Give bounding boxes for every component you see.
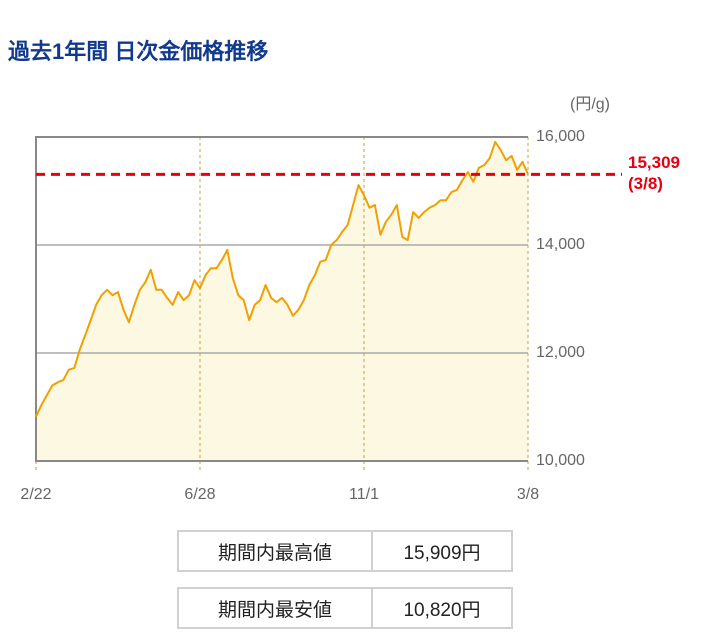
- y-tick-label: 12,000: [536, 344, 585, 361]
- chart-title: 過去1年間 日次金価格推移: [8, 39, 268, 64]
- area: [36, 141, 528, 461]
- stat-label: 期間内最安値: [179, 589, 373, 627]
- reference-note: (3/8): [628, 174, 663, 193]
- x-tick-label: 11/1: [349, 486, 379, 503]
- line: [35, 140, 529, 418]
- plot-border: [35, 136, 528, 462]
- stat-row: 期間内最高値 15,909円: [177, 530, 513, 572]
- stat-value: 10,820円: [403, 599, 481, 621]
- y-tick-label: 10,000: [536, 452, 585, 469]
- y-tick-label: 16,000: [536, 128, 585, 145]
- y-tick-label: 14,000: [536, 236, 585, 253]
- x-tick-label: 2/22: [20, 486, 51, 503]
- stat-row: 期間内最安値 10,820円: [177, 587, 513, 629]
- x-tick-label: 6/28: [184, 486, 215, 503]
- reference-label: 15,309: [628, 153, 680, 172]
- stat-label: 期間内最高値: [179, 532, 373, 570]
- chart: 過去1年間 日次金価格推移 (円/g) 10,000 12,000 14,000 16…: [8, 39, 680, 503]
- stat-value: 15,909円: [403, 542, 481, 564]
- x-tick-label: 3/8: [517, 486, 539, 503]
- y-axis-label: (円/g): [570, 96, 610, 113]
